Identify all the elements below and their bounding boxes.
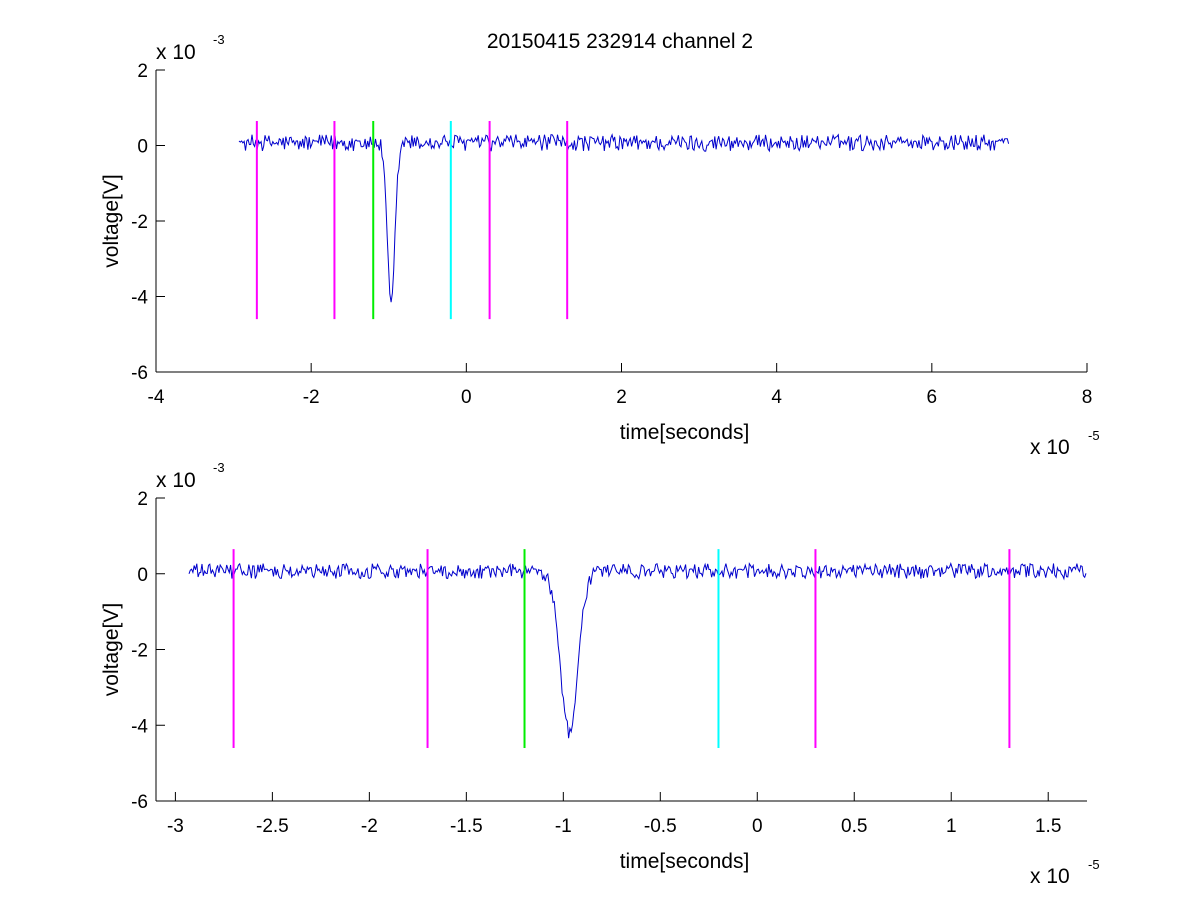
x-tick-label: 2 — [616, 387, 627, 408]
x-tick-label: -4 — [148, 387, 165, 408]
x-axis-label: time[seconds] — [620, 850, 750, 873]
y-tick-label: -2 — [131, 212, 148, 233]
x-tick-label: -0.5 — [644, 816, 677, 837]
y-tick-label: -4 — [131, 716, 148, 737]
x-tick-label: -2 — [361, 816, 378, 837]
x-multiplier: x 10 — [1030, 865, 1070, 888]
x-multiplier-exponent: -5 — [1088, 857, 1100, 872]
x-tick-label: -1.5 — [450, 816, 483, 837]
x-tick-label: -2.5 — [256, 816, 289, 837]
y-tick-label: 0 — [137, 137, 148, 158]
y-multiplier: x 10 — [156, 469, 196, 492]
y-multiplier: x 10 — [156, 41, 196, 64]
x-tick-label: 0.5 — [841, 816, 867, 837]
y-axis-label: voltage[V] — [100, 174, 123, 267]
y-tick-label: 0 — [137, 565, 148, 586]
x-tick-label: 8 — [1082, 387, 1093, 408]
y-tick-label: 2 — [137, 61, 148, 82]
y-tick-label: 2 — [137, 489, 148, 510]
x-multiplier-exponent: -5 — [1088, 428, 1100, 443]
y-tick-label: -6 — [131, 363, 148, 384]
x-tick-label: 0 — [461, 387, 472, 408]
x-tick-label: 0 — [752, 816, 763, 837]
x-multiplier: x 10 — [1030, 436, 1070, 459]
plot-zoom-view: -3 -2.5 -2 -1.5 -1 -0.5 0 0.5 1 1.5 -6 -4 -2 0 2 time[s… — [100, 460, 1100, 888]
x-tick-label: -2 — [303, 387, 320, 408]
y-tick-label: -4 — [131, 288, 148, 309]
y-multiplier-exponent: -3 — [213, 460, 225, 475]
signal-trace — [188, 562, 1087, 739]
y-tick-label: -2 — [131, 641, 148, 662]
figure-title: 20150415 232914 channel 2 — [487, 30, 753, 53]
x-tick-label: 1 — [946, 816, 957, 837]
x-tick-label: 1.5 — [1035, 816, 1061, 837]
x-tick-label: 4 — [771, 387, 782, 408]
y-tick-label: -6 — [131, 792, 148, 813]
signal-trace — [238, 133, 1010, 303]
y-multiplier-exponent: -3 — [213, 32, 225, 47]
x-tick-label: -3 — [167, 816, 184, 837]
y-axis-label: voltage[V] — [100, 603, 123, 696]
plot-full-view: -4 -2 0 2 4 6 8-6-4-202time[seconds]voltage[V]… — [100, 32, 1100, 459]
x-tick-label: 6 — [927, 387, 938, 408]
x-axis-label: time[seconds] — [620, 421, 750, 444]
x-tick-label: -1 — [555, 816, 572, 837]
